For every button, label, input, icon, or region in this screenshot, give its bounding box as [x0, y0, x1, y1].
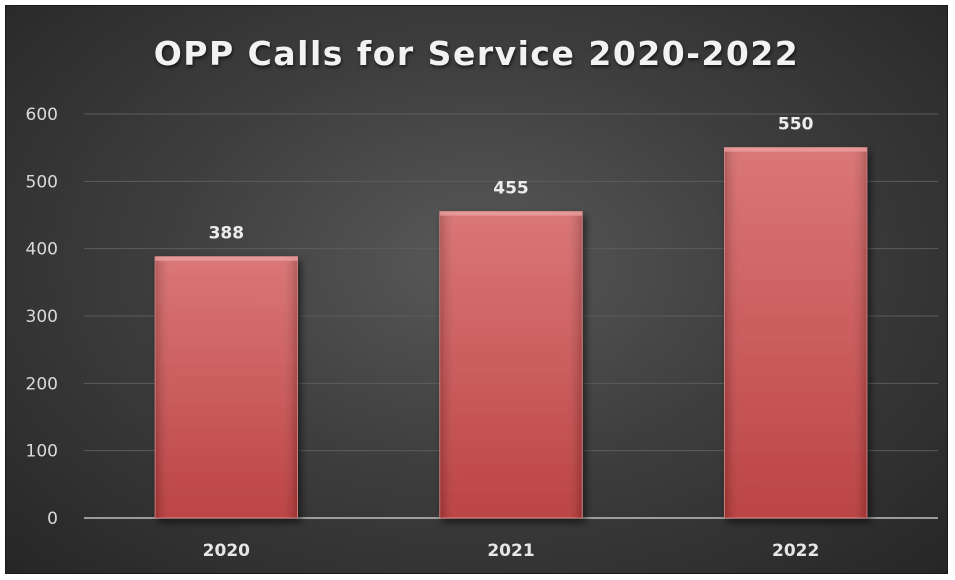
- x-tick-label: 2020: [203, 541, 250, 561]
- bar-top-highlight: [155, 256, 298, 261]
- x-tick-label: 2021: [487, 541, 534, 561]
- y-tick-label: 500: [26, 172, 58, 192]
- y-tick-label: 600: [26, 105, 58, 125]
- y-tick-label: 200: [26, 374, 58, 394]
- data-label: 550: [778, 115, 814, 135]
- bar-sheen: [439, 211, 583, 518]
- bar-top-highlight: [439, 211, 583, 216]
- y-tick-label: 100: [26, 442, 58, 462]
- bar-sheen: [155, 256, 298, 518]
- y-tick-label: 400: [26, 240, 58, 260]
- chart-plot: 0 100 200 300 400 500 600 388 2020 455 2021 550 2022: [26, 105, 938, 561]
- chart-area: OPP Calls for Service 2020-2022 0 100 200 3…: [5, 5, 948, 574]
- data-label: 388: [209, 224, 245, 244]
- y-tick-label: 0: [47, 509, 58, 529]
- bar-sheen: [724, 147, 867, 518]
- x-tick-label: 2022: [772, 541, 819, 561]
- bar-top-highlight: [724, 147, 867, 152]
- chart-title: OPP Calls for Service 2020-2022: [153, 34, 800, 73]
- y-tick-label: 300: [26, 307, 58, 327]
- data-label: 455: [493, 179, 529, 199]
